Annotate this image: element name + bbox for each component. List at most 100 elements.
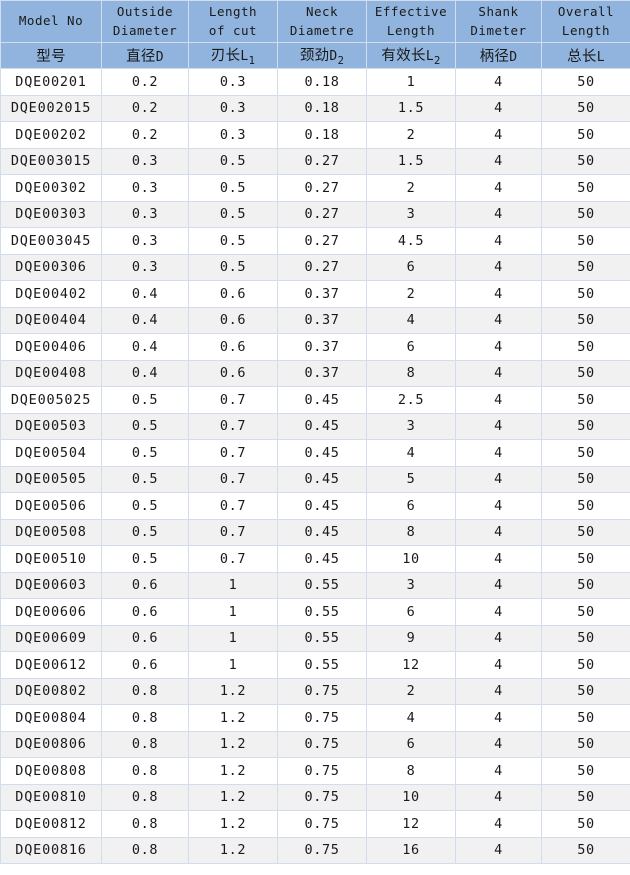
cell-eff: 10 xyxy=(366,545,456,573)
column-header-cn-text: 颈劲 xyxy=(299,48,330,65)
cell-overall: 50 xyxy=(541,200,630,228)
cell-eff: 3 xyxy=(366,200,456,228)
cell-outside: 0.5 xyxy=(101,492,189,520)
cell-lencut: 1.2 xyxy=(188,677,278,705)
cell-shank: 4 xyxy=(455,624,542,652)
cell-lencut: 1 xyxy=(188,624,278,652)
cell-outside: 0.8 xyxy=(101,730,189,758)
table-row: DQE00402 0.4 0.6 0.37 2 4 50 xyxy=(0,280,630,308)
cell-neck: 0.55 xyxy=(277,624,367,652)
column-header-cn-outside: 直径D xyxy=(101,42,189,69)
cell-overall: 50 xyxy=(541,386,630,414)
cell-outside: 0.8 xyxy=(101,704,189,732)
cell-neck: 0.27 xyxy=(277,253,367,281)
cell-model: DQE00505 xyxy=(0,465,102,493)
table-header: Model No Outside Diameter Length of cut Neck D… xyxy=(0,0,630,69)
cell-overall: 50 xyxy=(541,783,630,811)
cell-overall: 50 xyxy=(541,492,630,520)
cell-eff: 3 xyxy=(366,412,456,440)
cell-eff: 5 xyxy=(366,465,456,493)
cell-neck: 0.37 xyxy=(277,280,367,308)
cell-overall: 50 xyxy=(541,227,630,255)
table-body: DQE00201 0.2 0.3 0.18 1 4 50 DQE002015 0.2 0.3 0.1… xyxy=(0,68,630,864)
cell-overall: 50 xyxy=(541,253,630,281)
cell-model: DQE00201 xyxy=(0,68,102,96)
cell-outside: 0.8 xyxy=(101,757,189,785)
column-header-cn-text: 刃长 xyxy=(210,48,241,65)
cell-outside: 0.6 xyxy=(101,598,189,626)
cell-outside: 0.4 xyxy=(101,280,189,308)
column-header-en-line2: Dimeter xyxy=(470,22,527,38)
cell-shank: 4 xyxy=(455,598,542,626)
cell-neck: 0.37 xyxy=(277,359,367,387)
cell-neck: 0.75 xyxy=(277,810,367,838)
cell-outside: 0.3 xyxy=(101,253,189,281)
table-row: DQE00404 0.4 0.6 0.37 4 4 50 xyxy=(0,306,630,334)
column-header-en-line1: Overall xyxy=(557,4,615,20)
header-row-english: Model No Outside Diameter Length of cut Neck D… xyxy=(0,0,630,43)
cell-outside: 0.8 xyxy=(101,836,189,864)
table-row: DQE003015 0.3 0.5 0.27 1.5 4 50 xyxy=(0,147,630,175)
cell-shank: 4 xyxy=(455,280,542,308)
cell-model: DQE00504 xyxy=(0,439,102,467)
cell-shank: 4 xyxy=(455,227,542,255)
column-header-en-line2: Diameter xyxy=(112,22,178,38)
cell-eff: 4 xyxy=(366,704,456,732)
cell-eff: 2 xyxy=(366,121,456,149)
column-header-cn-model: 型号 xyxy=(0,42,102,69)
cell-neck: 0.45 xyxy=(277,465,367,493)
table-row: DQE00508 0.5 0.7 0.45 8 4 50 xyxy=(0,518,630,546)
table-row: DQE00603 0.6 1 0.55 3 4 50 xyxy=(0,571,630,599)
cell-overall: 50 xyxy=(541,598,630,626)
column-header-cn-text: 有效长 xyxy=(381,48,426,65)
cell-model: DQE00302 xyxy=(0,174,102,202)
cell-outside: 0.5 xyxy=(101,465,189,493)
cell-overall: 50 xyxy=(541,810,630,838)
cell-eff: 4 xyxy=(366,306,456,334)
table-row: DQE00808 0.8 1.2 0.75 8 4 50 xyxy=(0,757,630,785)
cell-shank: 4 xyxy=(455,545,542,573)
cell-overall: 50 xyxy=(541,359,630,387)
cell-model: DQE00603 xyxy=(0,571,102,599)
table-row: DQE00505 0.5 0.7 0.45 5 4 50 xyxy=(0,465,630,493)
cell-neck: 0.18 xyxy=(277,94,367,122)
cell-neck: 0.45 xyxy=(277,492,367,520)
cell-neck: 0.45 xyxy=(277,386,367,414)
cell-lencut: 1.2 xyxy=(188,836,278,864)
table-row: DQE00804 0.8 1.2 0.75 4 4 50 xyxy=(0,704,630,732)
cell-overall: 50 xyxy=(541,439,630,467)
cell-outside: 0.6 xyxy=(101,571,189,599)
cell-overall: 50 xyxy=(541,545,630,573)
table-row: DQE005025 0.5 0.7 0.45 2.5 4 50 xyxy=(0,386,630,414)
cell-lencut: 0.6 xyxy=(188,359,278,387)
cell-overall: 50 xyxy=(541,147,630,175)
table-row: DQE00812 0.8 1.2 0.75 12 4 50 xyxy=(0,810,630,838)
column-header-en-line1: Neck xyxy=(305,4,339,20)
cell-lencut: 1 xyxy=(188,598,278,626)
cell-eff: 2 xyxy=(366,280,456,308)
cell-overall: 50 xyxy=(541,624,630,652)
cell-outside: 0.3 xyxy=(101,200,189,228)
table-row: DQE00810 0.8 1.2 0.75 10 4 50 xyxy=(0,783,630,811)
column-header-en-line2: Length xyxy=(386,22,436,38)
table-row: DQE00504 0.5 0.7 0.45 4 4 50 xyxy=(0,439,630,467)
cell-lencut: 0.6 xyxy=(188,280,278,308)
cell-neck: 0.27 xyxy=(277,200,367,228)
cell-neck: 0.75 xyxy=(277,836,367,864)
cell-eff: 2 xyxy=(366,677,456,705)
cell-lencut: 1.2 xyxy=(188,757,278,785)
cell-overall: 50 xyxy=(541,306,630,334)
cell-eff: 3 xyxy=(366,571,456,599)
cell-neck: 0.75 xyxy=(277,704,367,732)
cell-overall: 50 xyxy=(541,174,630,202)
cell-lencut: 0.7 xyxy=(188,412,278,440)
cell-lencut: 1.2 xyxy=(188,810,278,838)
cell-outside: 0.8 xyxy=(101,677,189,705)
cell-overall: 50 xyxy=(541,280,630,308)
cell-model: DQE00202 xyxy=(0,121,102,149)
cell-eff: 1 xyxy=(366,68,456,96)
cell-outside: 0.2 xyxy=(101,68,189,96)
table-row: DQE002015 0.2 0.3 0.18 1.5 4 50 xyxy=(0,94,630,122)
cell-shank: 4 xyxy=(455,174,542,202)
